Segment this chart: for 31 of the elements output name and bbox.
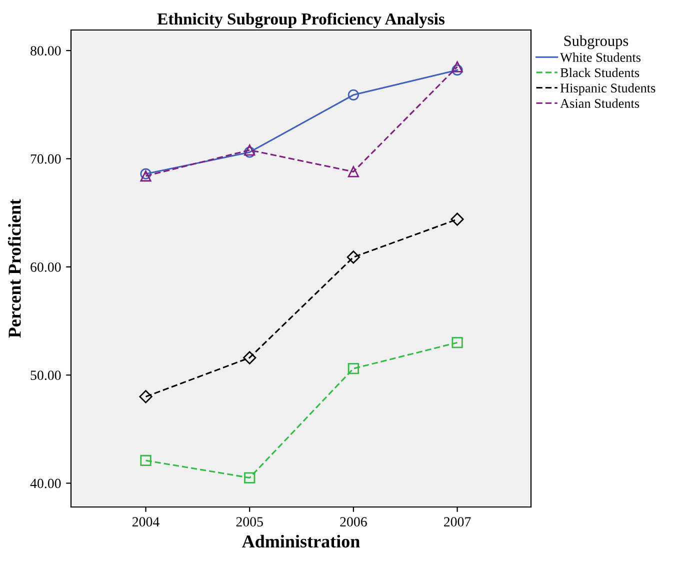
legend-label: White Students	[560, 52, 641, 62]
x-axis-title: Administration	[242, 534, 360, 548]
legend-label: Black Students	[560, 68, 640, 78]
point	[140, 170, 152, 182]
legend-label: Asian Students	[560, 98, 640, 108]
point	[346, 250, 360, 264]
point	[244, 472, 256, 484]
point	[140, 168, 152, 180]
point	[243, 351, 256, 364]
point	[348, 166, 359, 178]
y-tick-label: 40.00	[30, 478, 61, 488]
y-tick-label: 50.00	[30, 370, 61, 380]
point	[140, 454, 152, 466]
y-axis-title: Percent Proficient	[8, 198, 21, 338]
point	[348, 362, 359, 374]
y-tick-label: 60.00	[30, 262, 61, 272]
x-tick-label: 2004	[132, 517, 160, 526]
chart-title: Ethnicity Subgroup Proficiency Analysis	[157, 12, 445, 28]
legend-title: Subgroups	[564, 35, 628, 50]
point	[139, 390, 152, 404]
point	[450, 212, 464, 226]
point	[452, 64, 463, 76]
x-tick-label: 2005	[236, 517, 263, 526]
x-tick-label: 2006	[340, 517, 367, 526]
y-tick-label: 70.00	[30, 154, 61, 164]
point	[452, 61, 463, 72]
y-tick-label: 80.00	[30, 46, 61, 56]
point	[348, 89, 359, 100]
point	[452, 337, 463, 348]
legend-label: Hispanic Students	[560, 83, 656, 96]
x-tick-label: 2007	[444, 517, 471, 526]
